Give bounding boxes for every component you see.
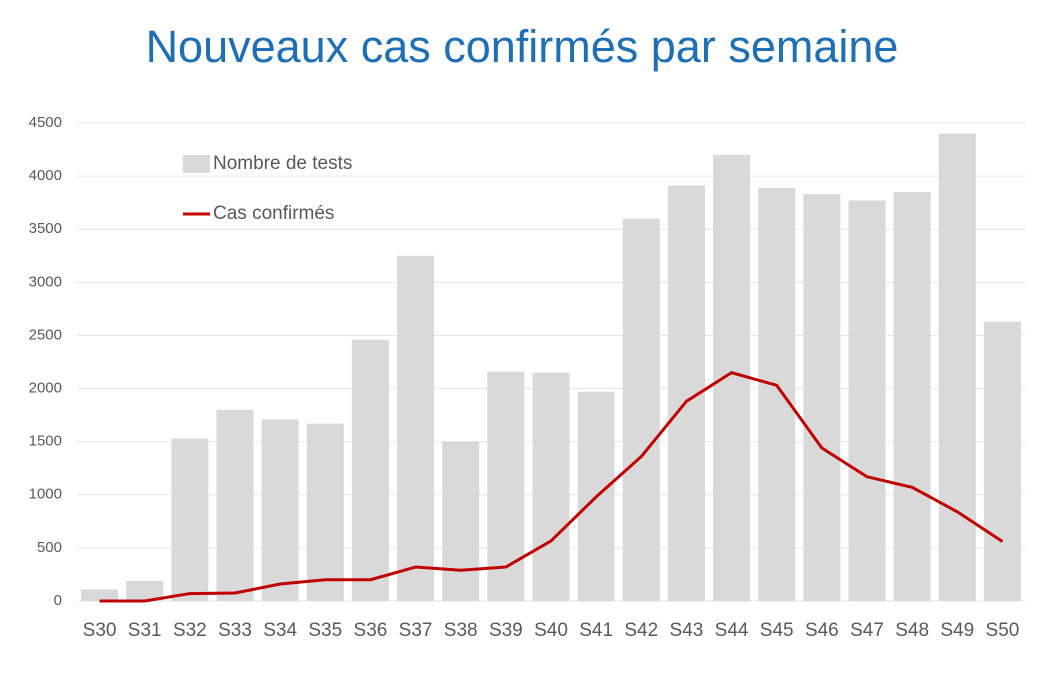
line	[99, 371, 1004, 603]
x-tick-label: S38	[444, 620, 478, 641]
x-tick-label: S37	[399, 620, 433, 641]
y-tick-label: 0	[54, 592, 62, 609]
bar	[622, 218, 660, 601]
bar	[983, 321, 1021, 601]
bar	[351, 339, 389, 601]
y-tick-label: 3500	[29, 220, 62, 237]
x-tick-label: S35	[308, 620, 342, 641]
legend-swatch	[183, 155, 210, 173]
bar	[216, 409, 254, 601]
chart-title: Nouveaux cas confirmés par semaine	[146, 21, 899, 72]
y-tick-label: 2500	[29, 326, 62, 343]
bar	[171, 438, 209, 601]
y-tick-label: 3000	[29, 273, 62, 290]
bar	[397, 255, 435, 601]
x-tick-label: S43	[670, 620, 704, 641]
y-tick-label: 4500	[29, 114, 62, 131]
x-tick-label: S36	[354, 620, 388, 641]
bar	[848, 200, 886, 601]
bar	[442, 441, 480, 601]
bar	[532, 372, 570, 601]
x-tick-label: S44	[715, 620, 749, 641]
x-tick-label: S41	[579, 620, 613, 641]
x-tick-label: S49	[940, 620, 974, 641]
bar	[306, 423, 344, 601]
x-tick-label: S34	[263, 620, 297, 641]
x-tick-label: S47	[850, 620, 884, 641]
x-tick-label: S45	[760, 620, 794, 641]
x-tick-label: S46	[805, 620, 839, 641]
x-tick-label: S50	[986, 620, 1020, 641]
y-tick-label: 1000	[29, 486, 62, 503]
legend-label: Nombre de tests	[213, 153, 352, 174]
y-tick-label: 4000	[29, 167, 62, 184]
bar	[893, 192, 931, 602]
x-tick-label: S30	[83, 620, 117, 641]
bar	[261, 419, 299, 601]
legend-label: Cas confirmés	[213, 203, 334, 224]
bar	[126, 580, 164, 601]
x-tick-label: S33	[218, 620, 252, 641]
y-tick-label: 1500	[29, 433, 62, 450]
bar	[487, 371, 525, 601]
y-tick-label: 500	[37, 539, 62, 556]
x-tick-label: S48	[895, 620, 929, 641]
x-tick-label: S39	[489, 620, 523, 641]
x-tick-label: S42	[624, 620, 658, 641]
bar	[803, 194, 841, 601]
x-tick-label: S32	[173, 620, 207, 641]
bar	[938, 133, 976, 601]
bar	[758, 187, 796, 601]
bar	[81, 589, 119, 601]
x-tick-label: S31	[128, 620, 162, 641]
bar	[713, 154, 751, 601]
y-tick-label: 2000	[29, 380, 62, 397]
x-tick-label: S40	[534, 620, 568, 641]
